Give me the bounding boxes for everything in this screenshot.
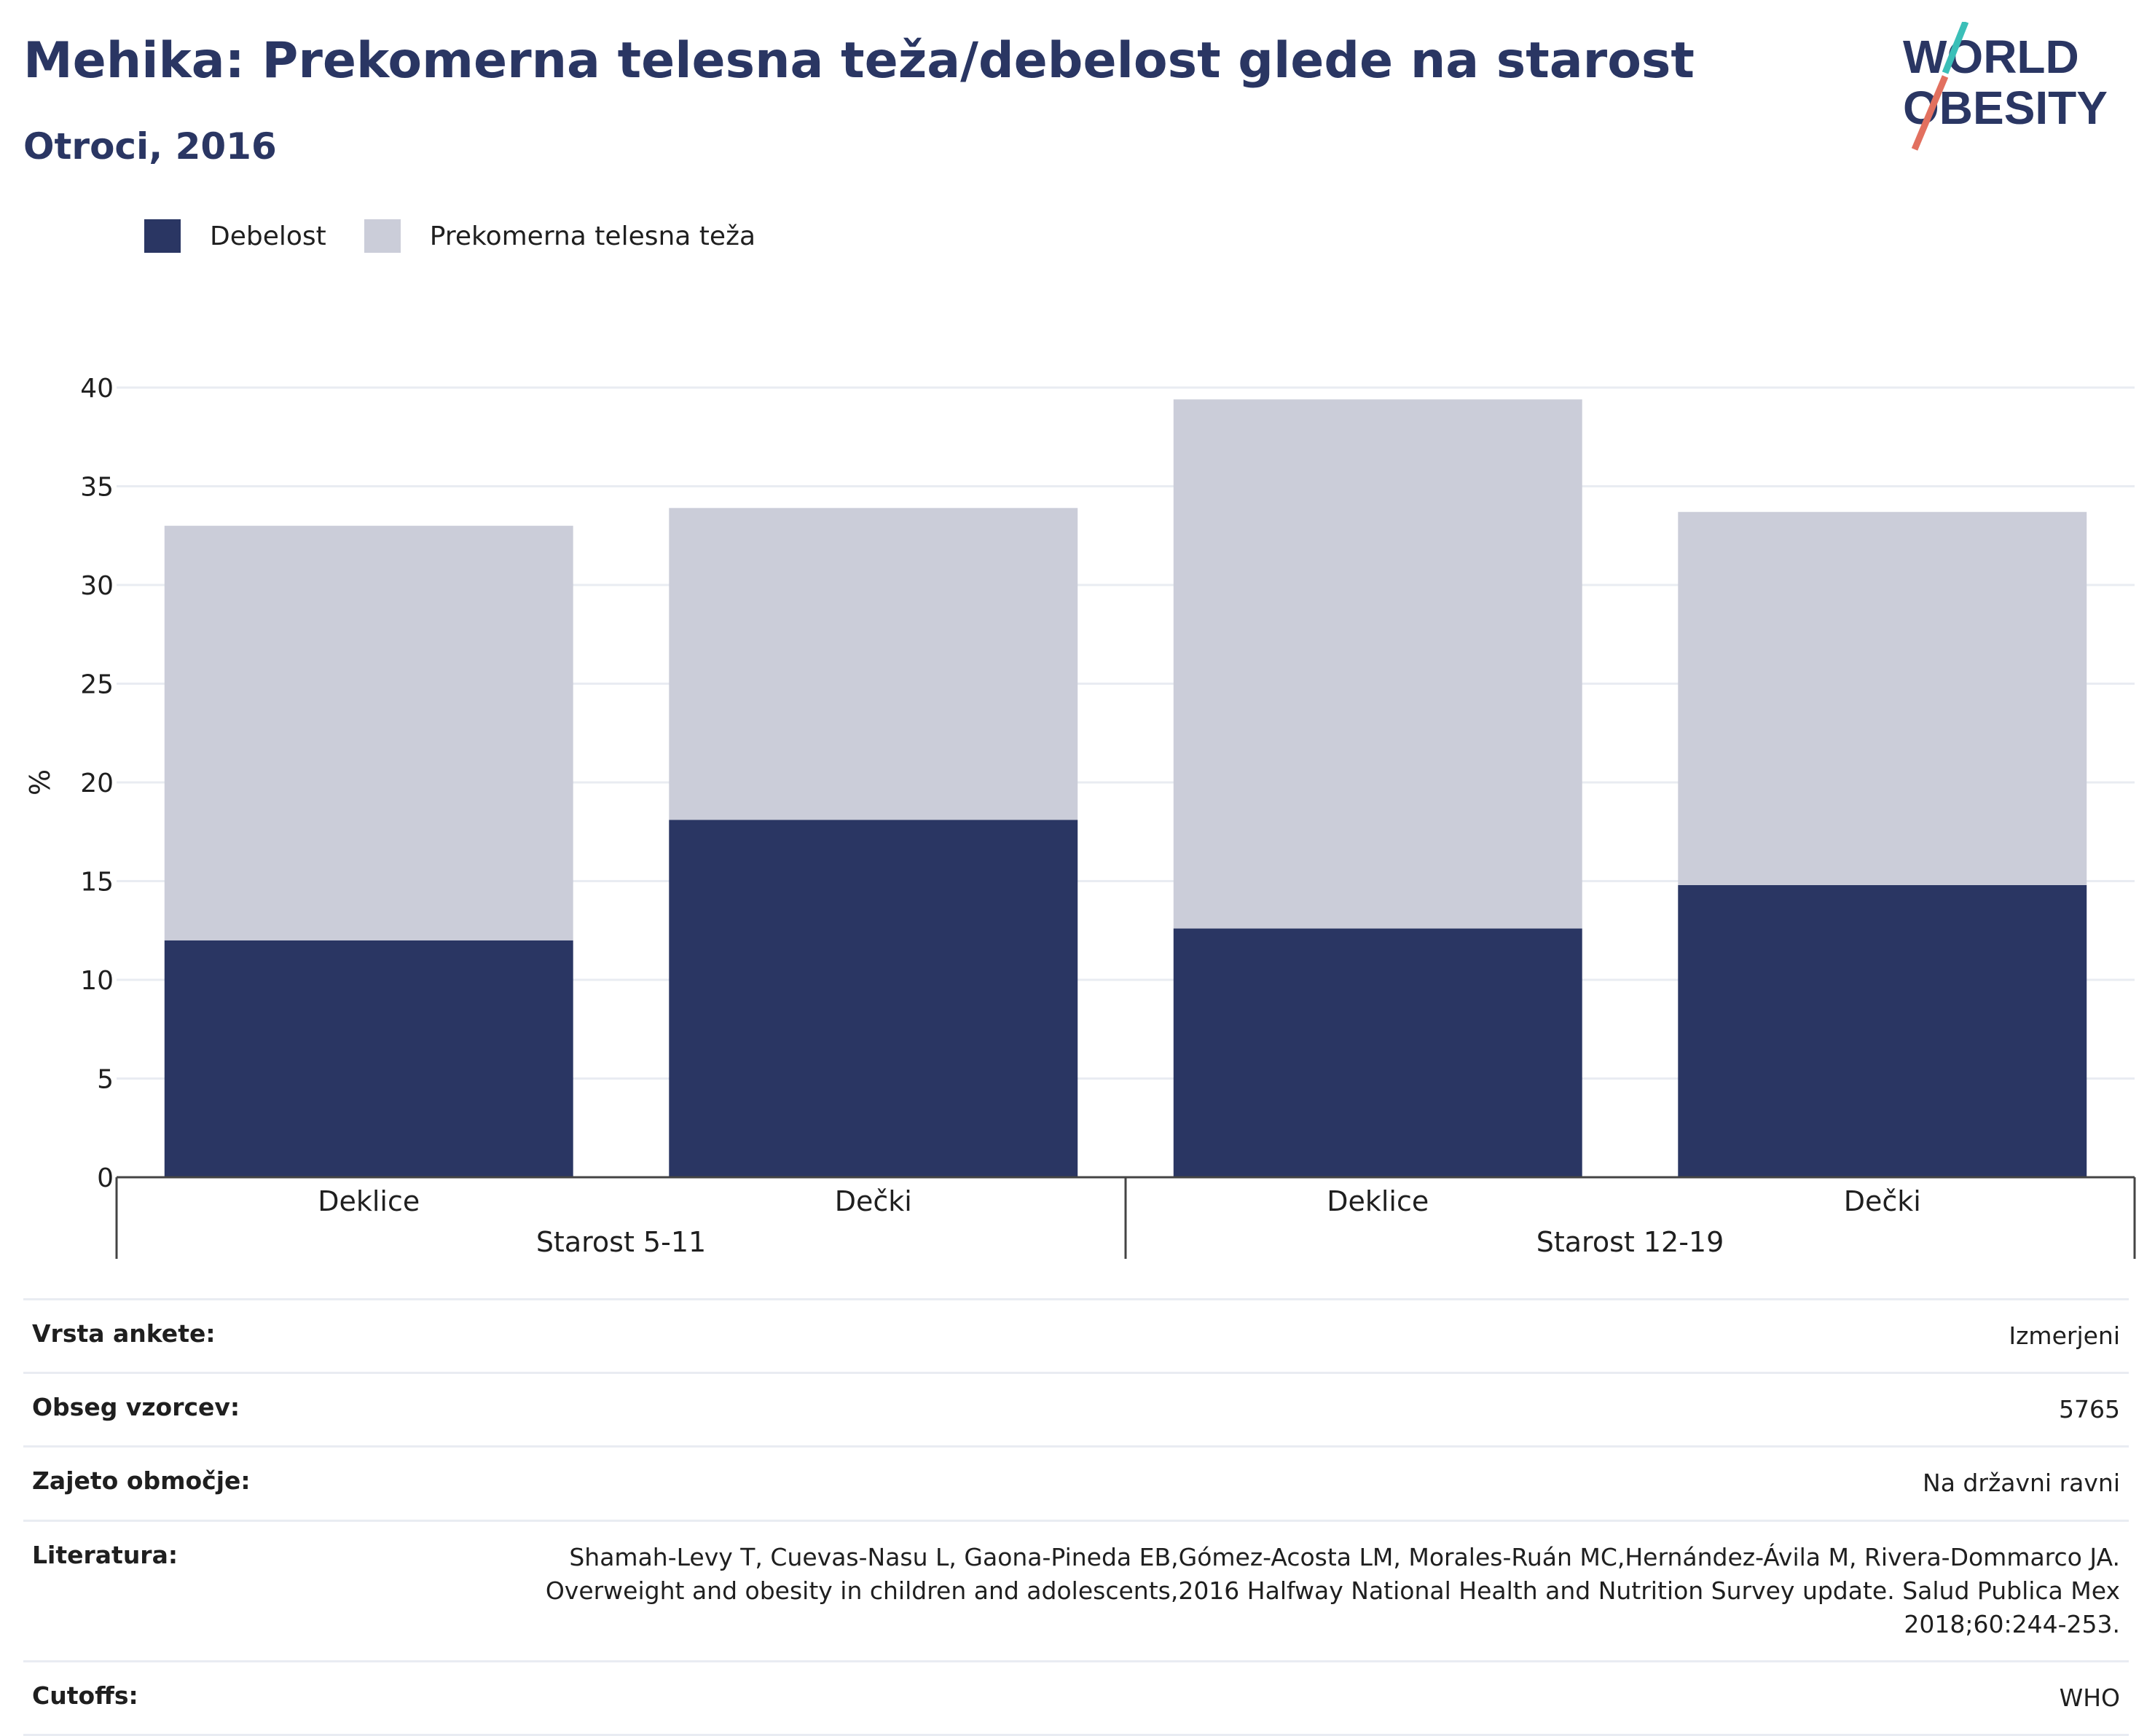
x-category-label: Deklice <box>318 1185 420 1217</box>
info-label: Vrsta ankete: <box>32 1319 216 1348</box>
legend-label-prekomerna: Prekomerna telesna teža <box>429 221 756 251</box>
y-tick-label: 10 <box>80 966 114 996</box>
chart-title: Mehika: Prekomerna telesna teža/debelost… <box>23 32 1695 90</box>
y-tick-label: 25 <box>80 670 114 700</box>
legend-swatch-debelost <box>144 219 181 253</box>
bar-prekomerna-0 <box>164 525 573 940</box>
world-obesity-logo: WORLD OBESITY <box>1903 22 2108 151</box>
info-value: Na državni ravni <box>1923 1469 2120 1498</box>
info-label: Obseg vzorcev: <box>32 1393 240 1422</box>
legend-item-prekomerna[interactable]: Prekomerna telesna teža <box>364 219 755 253</box>
y-tick-label: 20 <box>80 769 114 798</box>
info-label: Zajeto območje: <box>32 1466 251 1496</box>
legend-label-debelost: Debelost <box>210 221 326 251</box>
bar-debelost-2 <box>1173 928 1582 1177</box>
y-tick-label: 35 <box>80 473 114 503</box>
info-row-survey-type: Vrsta ankete: Izmerjeni <box>23 1298 2129 1372</box>
logo-coral-slash <box>1911 75 1949 151</box>
logo-teal-slash <box>1942 22 1969 74</box>
legend-item-debelost[interactable]: Debelost <box>144 219 326 253</box>
bar-prekomerna-2 <box>1173 399 1582 929</box>
y-axis-label: % <box>24 769 56 796</box>
chart-subtitle: Otroci, 2016 <box>23 125 277 168</box>
x-group-label: Starost 12-19 <box>1536 1226 1724 1258</box>
info-row-area-covered: Zajeto območje: Na državni ravni <box>23 1445 2129 1519</box>
y-tick-label: 0 <box>97 1163 114 1193</box>
bar-debelost-0 <box>164 940 573 1177</box>
info-value: 5765 <box>2059 1395 2120 1424</box>
info-label: Literatura: <box>32 1540 178 1569</box>
info-label: Cutoffs: <box>32 1681 138 1711</box>
x-category-label: Dečki <box>1844 1185 1921 1217</box>
info-row-sample-size: Obseg vzorcev: 5765 <box>23 1372 2129 1445</box>
legend-swatch-prekomerna <box>364 219 401 253</box>
x-category-label: Dečki <box>835 1185 912 1217</box>
info-value: Shamah-Levy T, Cuevas-Nasu L, Gaona-Pine… <box>545 1542 2120 1638</box>
y-tick-label: 5 <box>97 1065 114 1095</box>
stacked-bar-chart: 0 5 10 15 20 25 30 35 40% Deklice Dečki Deklice Dečk… <box>24 374 2136 1259</box>
info-row-references: Literatura: Shamah-Levy T, Cuevas-Nasu L… <box>23 1519 2129 1661</box>
logo-line1: WORLD <box>1903 31 2079 83</box>
info-table: Vrsta ankete: Izmerjeni Obseg vzorcev: 5… <box>23 1298 2129 1736</box>
info-value: WHO <box>2059 1684 2120 1713</box>
info-value: Izmerjeni <box>2009 1321 2120 1350</box>
y-tick-label: 30 <box>80 571 114 601</box>
y-tick-label: 40 <box>80 374 114 404</box>
info-row-cutoffs: Cutoffs: WHO <box>23 1660 2129 1736</box>
legend: Debelost Prekomerna telesna teža <box>144 217 793 255</box>
bar-debelost-1 <box>669 820 1078 1177</box>
bar-prekomerna-1 <box>669 508 1078 820</box>
y-tick-label: 15 <box>80 868 114 898</box>
bar-debelost-3 <box>1678 884 2087 1177</box>
x-category-label: Deklice <box>1327 1185 1429 1217</box>
x-group-label: Starost 5-11 <box>536 1226 706 1258</box>
bar-prekomerna-3 <box>1678 511 2087 885</box>
